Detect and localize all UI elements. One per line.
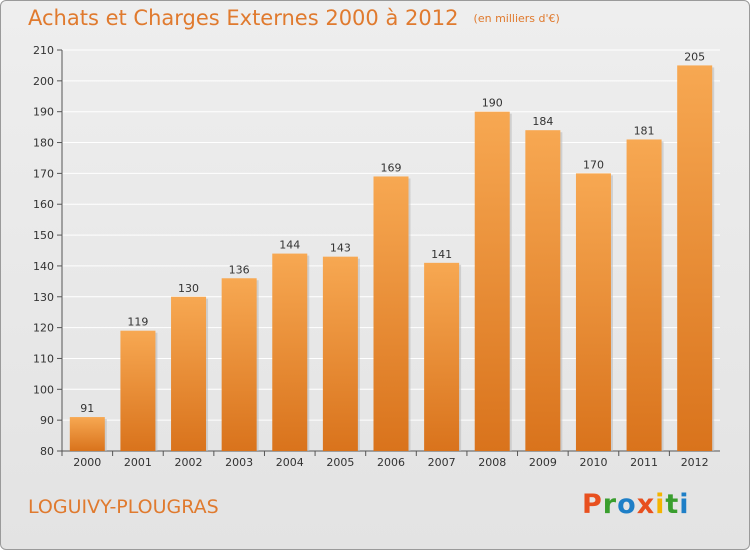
x-tick-label: 2002 — [175, 456, 203, 469]
bar — [626, 139, 662, 451]
x-tick-label: 2003 — [225, 456, 253, 469]
bar — [525, 130, 561, 451]
data-label: 184 — [532, 115, 553, 128]
chart-subtitle: (en milliers d'€) — [473, 12, 560, 25]
data-label: 190 — [482, 97, 503, 110]
logo-letter: x — [636, 489, 656, 520]
y-tick-label: 170 — [33, 167, 54, 180]
y-tick-label: 180 — [33, 137, 54, 150]
data-labels: 91 119 130 136 144 143 169 141 190 184 170 181 205 — [80, 50, 705, 415]
x-tick-labels: 2000 2001 2002 2003 2004 2005 2006 2007 2008 2009… — [61, 451, 709, 469]
bar — [272, 253, 308, 451]
logo-letter: o — [617, 489, 637, 520]
x-tick-label: 2010 — [579, 456, 607, 469]
y-tick-label: 140 — [33, 260, 54, 273]
data-label: 169 — [381, 161, 402, 174]
x-tick-label: 2008 — [478, 456, 506, 469]
bar — [322, 256, 358, 451]
logo-letter: i — [655, 489, 666, 520]
bars — [69, 65, 715, 451]
bar — [373, 176, 409, 451]
data-label: 141 — [431, 248, 452, 261]
x-tick-label: 2000 — [73, 456, 101, 469]
x-tick-label: 2007 — [428, 456, 456, 469]
bar — [424, 262, 460, 451]
y-tick-label: 100 — [33, 383, 54, 396]
y-tick-label: 120 — [33, 322, 54, 335]
y-tick-label: 150 — [33, 229, 54, 242]
logo-letter: t — [665, 489, 680, 520]
bar — [171, 296, 207, 451]
bar — [120, 330, 156, 451]
x-tick-label: 2001 — [124, 456, 152, 469]
x-tick-label: 2006 — [377, 456, 405, 469]
data-label: 136 — [229, 263, 250, 276]
data-label: 205 — [684, 50, 705, 63]
data-label: 181 — [634, 124, 655, 137]
proxiti-logo: Proxiti — [582, 489, 690, 520]
title-row: Achats et Charges Externes 2000 à 2012 (… — [28, 6, 560, 30]
y-tick-label: 160 — [33, 198, 54, 211]
logo-letter: P — [582, 489, 603, 520]
x-tick-label: 2011 — [630, 456, 658, 469]
data-label: 143 — [330, 242, 351, 255]
city-name: LOGUIVY-PLOUGRAS — [28, 496, 219, 518]
y-tick-label: 210 — [33, 44, 54, 57]
bar — [221, 278, 257, 451]
y-tick-label: 190 — [33, 106, 54, 119]
logo-letter: i — [679, 489, 690, 520]
data-label: 119 — [127, 316, 148, 329]
chart-title: Achats et Charges Externes 2000 à 2012 — [28, 6, 459, 30]
data-label: 144 — [279, 239, 300, 252]
x-tick-label: 2005 — [326, 456, 354, 469]
y-tick-label: 200 — [33, 75, 54, 88]
bar — [575, 173, 611, 451]
bar — [677, 65, 713, 451]
bar — [474, 111, 510, 451]
y-tick-label: 110 — [33, 352, 54, 365]
bar — [69, 417, 105, 451]
x-tick-label: 2009 — [529, 456, 557, 469]
y-tick-label: 90 — [40, 414, 54, 427]
data-label: 170 — [583, 158, 604, 171]
x-tick-label: 2012 — [681, 456, 709, 469]
data-label: 130 — [178, 282, 199, 295]
logo-letter: r — [602, 489, 618, 520]
y-tick-labels: 80 90 100 110 120 130 140 150 160 170 180 190 200 210 — [33, 44, 54, 458]
data-label: 91 — [80, 402, 94, 415]
y-tick-label: 80 — [40, 445, 54, 458]
y-tick-label: 130 — [33, 291, 54, 304]
x-tick-label: 2004 — [276, 456, 304, 469]
